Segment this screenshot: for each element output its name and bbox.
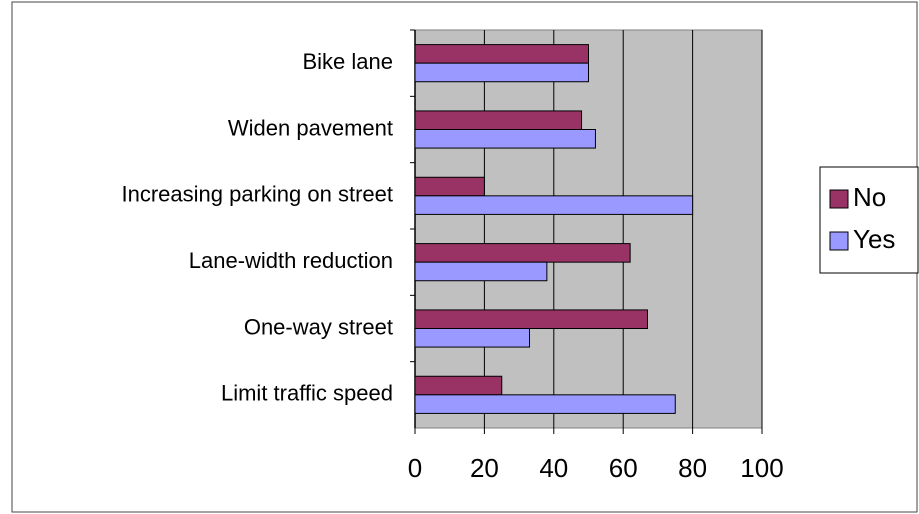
- bar: [414, 309, 648, 329]
- bar: [414, 62, 589, 83]
- bar: [414, 261, 548, 282]
- bar: [414, 328, 531, 348]
- bar: [414, 176, 485, 197]
- bar: [414, 129, 596, 149]
- bar: [414, 110, 583, 130]
- legend-swatch: [829, 231, 849, 251]
- y-tick-label: Increasing parking on street: [122, 182, 394, 207]
- legend-label: No: [853, 182, 886, 212]
- bar: [414, 394, 676, 414]
- y-tick-label: Bike lane: [302, 49, 393, 74]
- x-tick-label: 60: [609, 453, 638, 483]
- legend-label: Yes: [853, 224, 895, 254]
- plot-area: [414, 29, 763, 429]
- x-tick-label: 40: [539, 453, 568, 483]
- bar: [414, 44, 589, 64]
- bar: [414, 243, 631, 263]
- legend-swatch: [829, 189, 849, 209]
- bar: [414, 375, 503, 396]
- bar: [414, 195, 694, 215]
- y-tick-label: Widen pavement: [228, 115, 393, 140]
- y-tick-label: Lane-width reduction: [189, 248, 393, 273]
- y-tick-label: Limit traffic speed: [221, 381, 393, 406]
- y-tick-label: One-way street: [244, 314, 393, 339]
- x-tick-label: 0: [408, 453, 422, 483]
- x-tick-label: 20: [470, 453, 499, 483]
- legend-box: [819, 166, 919, 274]
- x-tick-label: 100: [740, 453, 783, 483]
- x-tick-label: 80: [678, 453, 707, 483]
